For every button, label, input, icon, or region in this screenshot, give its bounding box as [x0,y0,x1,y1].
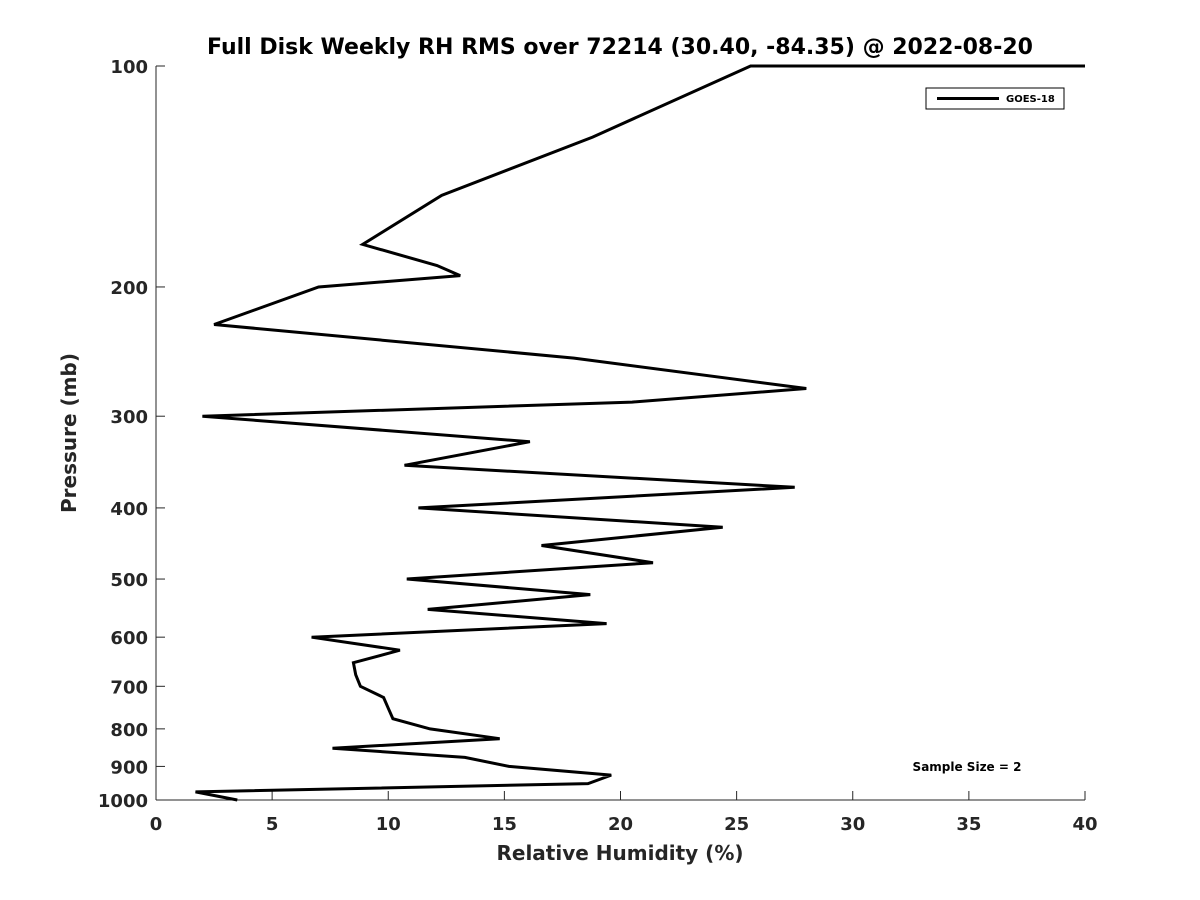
y-tick-label: 800 [110,720,148,741]
x-tick-label: 5 [266,814,279,835]
x-tick-label: 25 [724,814,749,835]
y-tick-label: 900 [110,757,148,778]
legend-label-goes-18: GOES-18 [1006,94,1055,105]
x-tick-label: 40 [1072,814,1097,835]
sample-size-annotation: Sample Size = 2 [913,760,1022,774]
y-tick-label: 400 [110,499,148,520]
x-tick-label: 20 [608,814,633,835]
x-tick-label: 35 [956,814,981,835]
axes: 0 5 10 15 20 25 30 35 40 100 200 300 400 500 600 700 800… [98,57,1098,835]
series-line-goes-18 [195,64,1085,802]
x-tick-label: 15 [492,814,517,835]
y-tick-label: 200 [110,278,148,299]
x-tick-label: 0 [150,814,163,835]
y-tick-label: 500 [110,570,148,591]
y-axis-title: Pressure (mb) [57,353,81,513]
x-tick-label: 10 [376,814,401,835]
y-tick-label: 700 [110,677,148,698]
y-tick-label: 1000 [98,791,148,812]
chart-title: Full Disk Weekly RH RMS over 72214 (30.4… [207,35,1033,60]
series-layer [195,64,1085,802]
y-tick-label: 300 [110,407,148,428]
y-tick-label: 100 [110,57,148,78]
x-tick-label: 30 [840,814,865,835]
y-tick-label: 600 [110,628,148,649]
x-axis-title: Relative Humidity (%) [496,841,743,865]
legend: GOES-18 [925,87,1065,110]
